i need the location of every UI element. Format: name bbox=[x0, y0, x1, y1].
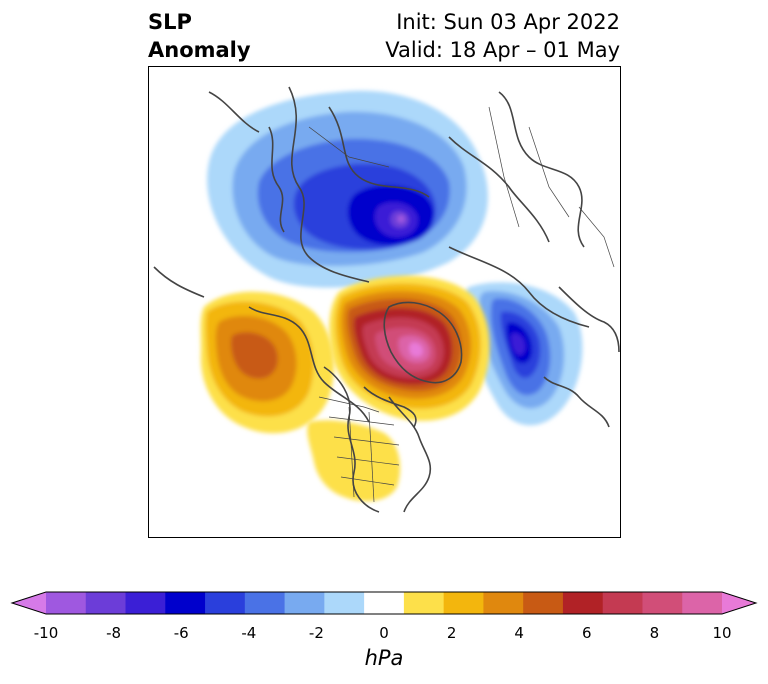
colorbar-tick-label: -8 bbox=[106, 624, 122, 642]
colorbar-cell bbox=[682, 592, 723, 614]
colorbar-extend-max bbox=[722, 592, 756, 614]
colorbar-tick-label: -10 bbox=[33, 624, 59, 642]
colorbar-cell bbox=[46, 592, 87, 614]
positive-anomaly-us bbox=[307, 420, 401, 502]
anomaly-map bbox=[148, 66, 621, 538]
map-title: SLP Anomaly bbox=[148, 8, 251, 64]
valid-range-label: Valid: 18 Apr – 01 May bbox=[385, 38, 620, 62]
colorbar-tick-label: -4 bbox=[241, 624, 257, 642]
colorbar-cell bbox=[165, 592, 206, 614]
colorbar-cell bbox=[523, 592, 564, 614]
colorbar-tick-label: 6 bbox=[582, 624, 592, 642]
colorbar-cell bbox=[324, 592, 365, 614]
colorbar-cell bbox=[403, 592, 445, 614]
colorbar-cells bbox=[10, 591, 758, 615]
positive-anomaly-alaska bbox=[200, 291, 334, 434]
init-date-label: Init: Sun 03 Apr 2022 bbox=[396, 10, 620, 34]
colorbar-cell bbox=[562, 592, 604, 614]
colorbar-cell bbox=[642, 592, 683, 614]
colorbar-cell bbox=[244, 592, 286, 614]
colorbar-tick-label: 0 bbox=[379, 624, 389, 642]
title-anomaly: Anomaly bbox=[148, 38, 251, 62]
colorbar-cell bbox=[443, 592, 484, 614]
map-canvas bbox=[149, 67, 620, 537]
negative-anomaly-atlantic bbox=[463, 282, 583, 426]
colorbar-cell bbox=[364, 592, 405, 614]
positive-anomaly-greenland bbox=[329, 275, 490, 421]
colorbar-cell bbox=[284, 592, 325, 614]
colorbar-cell bbox=[483, 592, 524, 614]
coastlines bbox=[153, 86, 620, 513]
colorbar-tick-label: 8 bbox=[649, 624, 660, 642]
colorbar-cell bbox=[125, 592, 166, 614]
colorbar-tick-label: 10 bbox=[712, 624, 732, 642]
colorbar-cell bbox=[85, 592, 127, 614]
map-subtitle: Init: Sun 03 Apr 2022 Valid: 18 Apr – 01… bbox=[385, 8, 620, 64]
colorbar-tick-label: -2 bbox=[308, 624, 324, 642]
title-variable: SLP bbox=[148, 10, 192, 34]
colorbar-outline bbox=[10, 591, 758, 615]
colorbar-tick-label: 4 bbox=[514, 624, 524, 642]
colorbar-extend-min bbox=[12, 592, 46, 614]
colorbar-cell bbox=[205, 592, 246, 614]
political-borders bbox=[308, 106, 615, 503]
colorbar-unit-label: hPa bbox=[364, 646, 404, 670]
colorbar bbox=[10, 591, 758, 615]
colorbar-tick-label: 2 bbox=[446, 624, 457, 642]
negative-anomaly-arctic bbox=[207, 90, 488, 288]
colorbar-cell bbox=[602, 592, 643, 614]
colorbar-tick-label: -6 bbox=[173, 624, 189, 642]
